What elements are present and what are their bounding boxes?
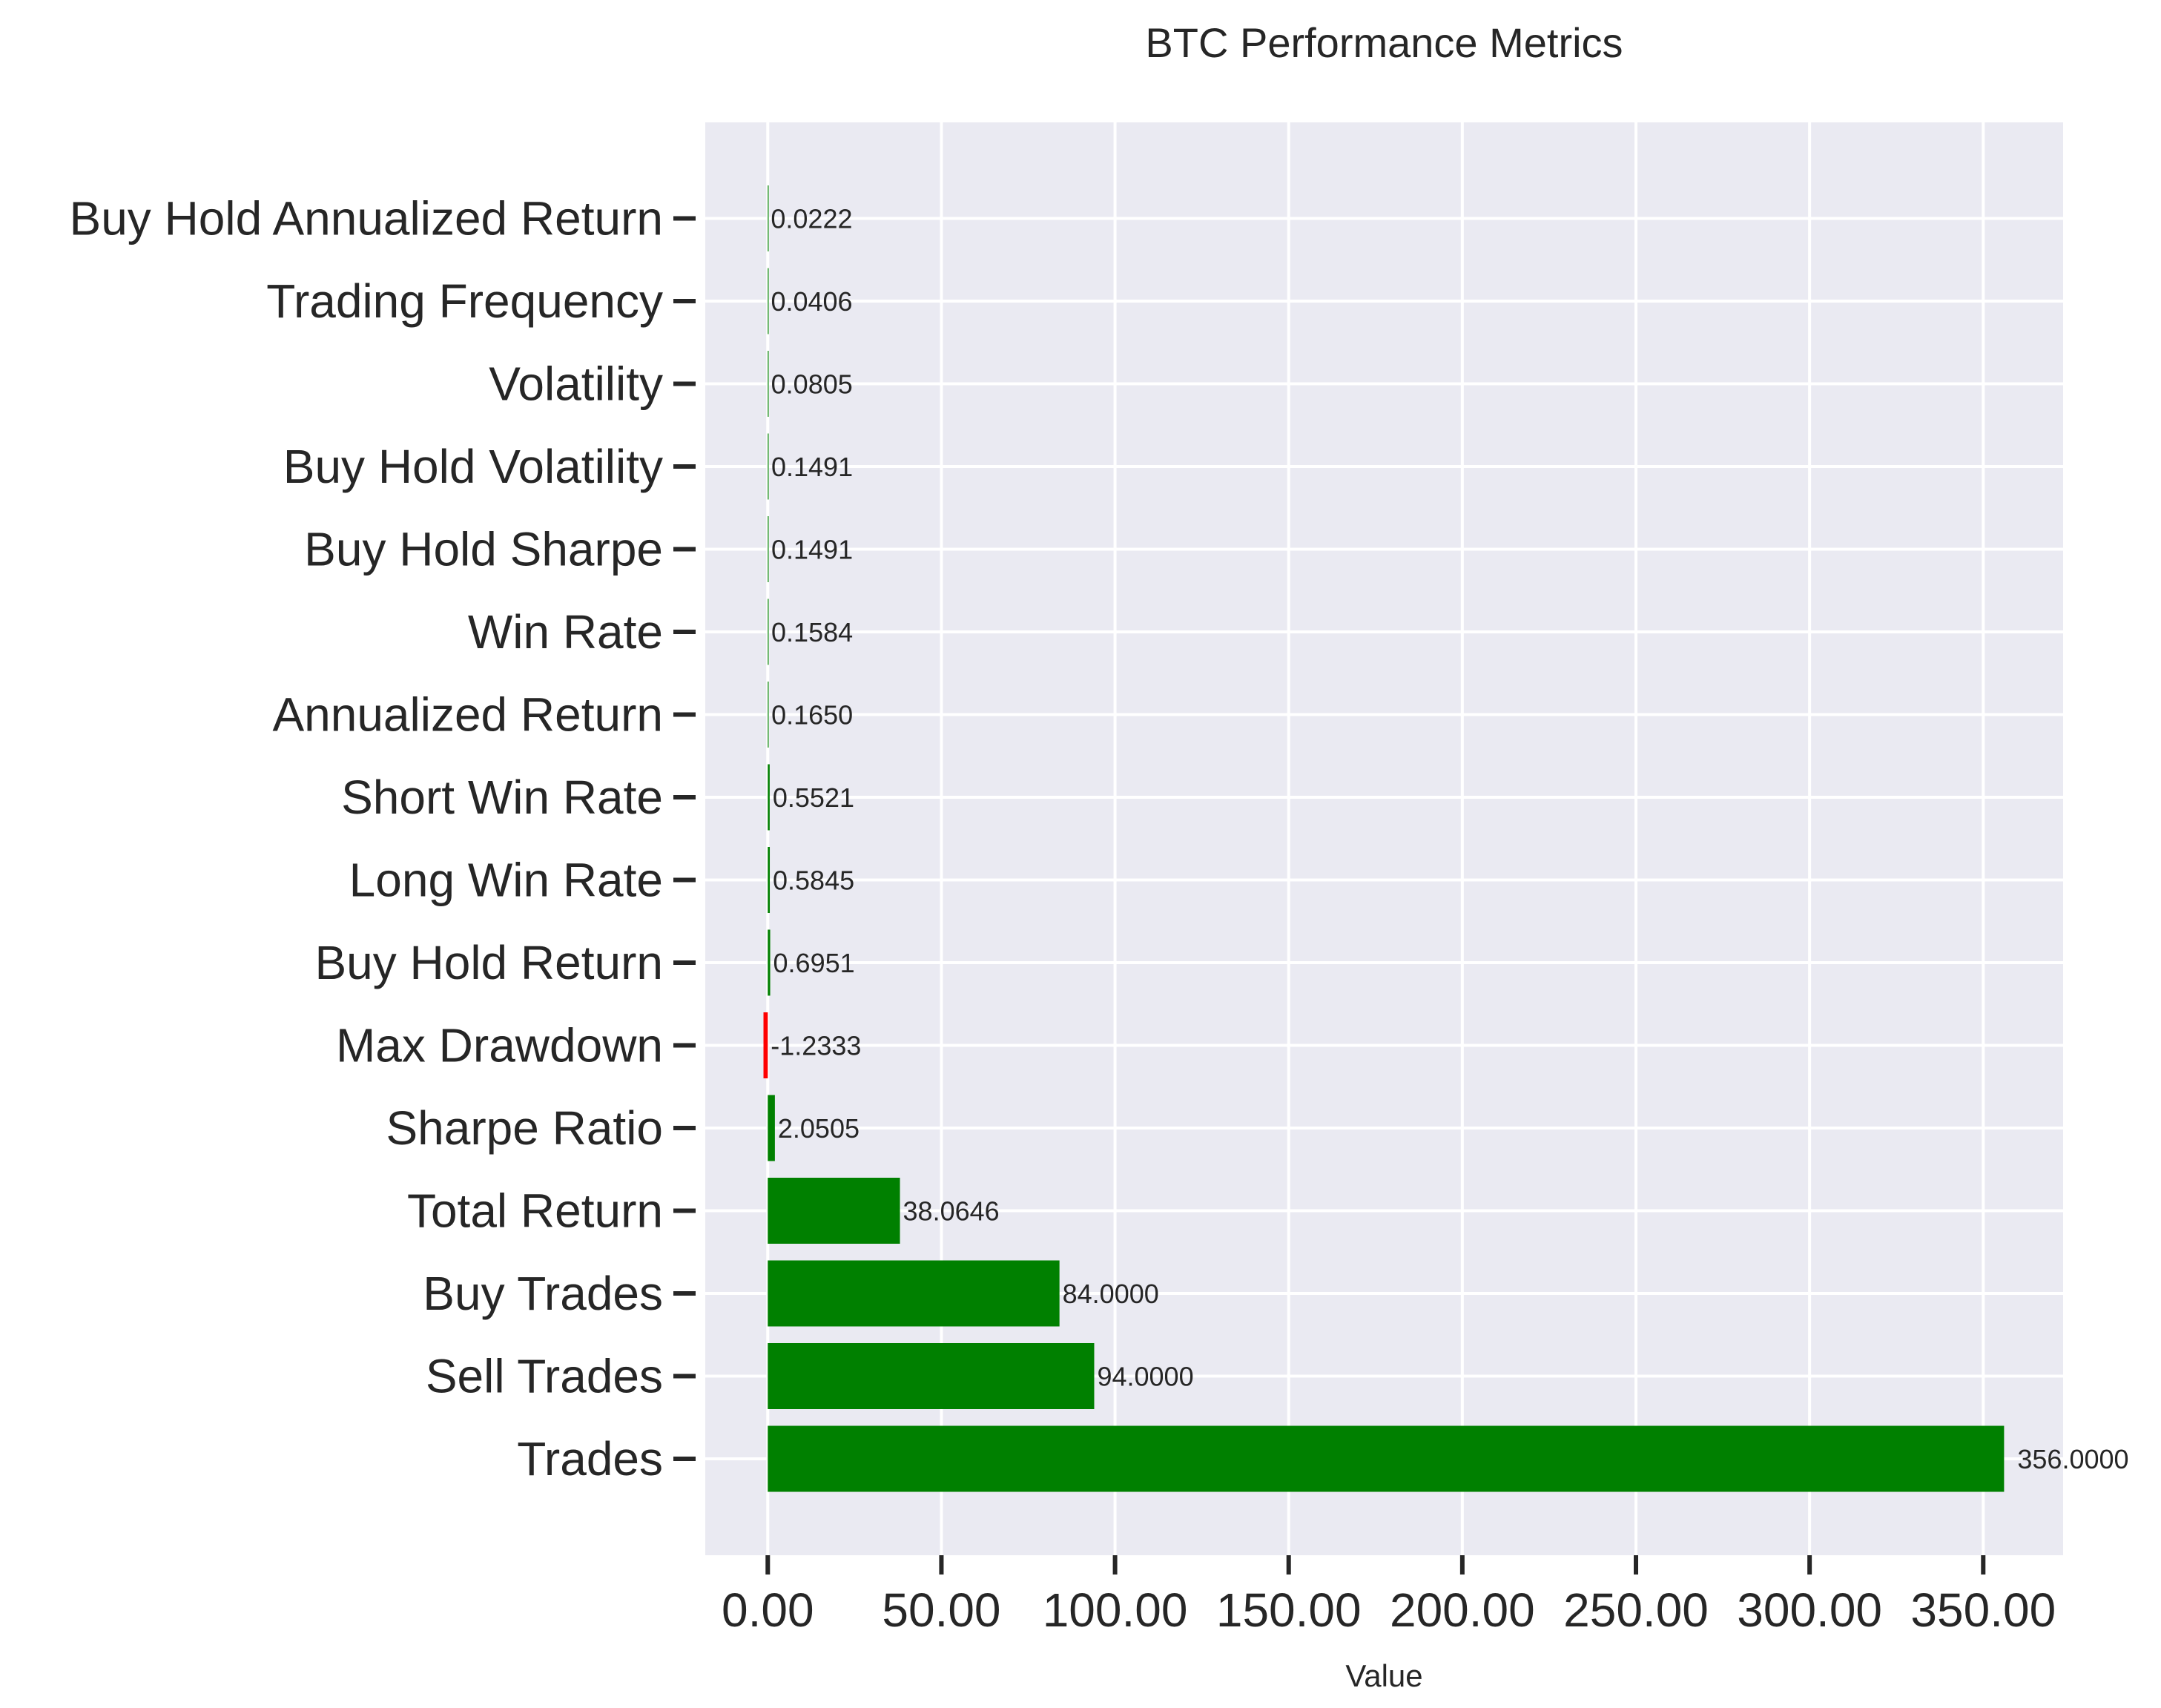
bar-sharpe-ratio (768, 1095, 775, 1161)
y-tick-label: Buy Trades (423, 1267, 663, 1320)
y-tick-label: Sell Trades (426, 1350, 663, 1403)
x-tick-label: 0.00 (722, 1583, 814, 1637)
y-tick-label: Buy Hold Sharpe (304, 523, 663, 576)
y-tick-label: Volatility (489, 357, 663, 411)
x-tick-label: 150.00 (1216, 1583, 1362, 1637)
bar-value-label: 356.0000 (2017, 1444, 2128, 1474)
bar-value-label: 0.0805 (771, 369, 853, 400)
y-tick-label: Sharpe Ratio (386, 1101, 663, 1155)
bars (763, 185, 2005, 1492)
bar-buy-hold-return (768, 929, 771, 996)
y-tick-label: Trading Frequency (266, 274, 663, 328)
x-tick-label: 300.00 (1737, 1583, 1882, 1637)
bar-value-label: -1.2333 (771, 1031, 861, 1061)
x-axis: 0.00 50.00 100.00 150.00 200.00 250.00 300.00 3… (722, 1555, 2056, 1637)
bar-total-return (768, 1178, 900, 1244)
bar-value-label: 0.1584 (771, 617, 853, 647)
bar-value-label: 38.0646 (903, 1196, 1000, 1227)
x-tick-label: 250.00 (1563, 1583, 1709, 1637)
bar-buy-trades (768, 1260, 1060, 1327)
bar-sell-trades (768, 1343, 1095, 1409)
bar-max-drawdown (763, 1012, 768, 1078)
bar-long-win-rate (768, 847, 771, 913)
chart-title: BTC Performance Metrics (1145, 19, 1623, 66)
x-tick-label: 50.00 (882, 1583, 1000, 1637)
y-tick-label: Max Drawdown (336, 1019, 663, 1072)
bar-value-label: 0.0222 (771, 204, 852, 234)
data-labels: 356.0000 94.0000 84.0000 38.0646 2.0505 -1.23… (771, 204, 2128, 1475)
y-tick-label: Buy Hold Return (314, 936, 663, 989)
bar-value-label: 94.0000 (1097, 1362, 1193, 1392)
bar-value-label: 0.1491 (771, 535, 853, 565)
y-tick-label: Annualized Return (272, 688, 663, 742)
bar-value-label: 0.5521 (773, 782, 854, 813)
y-tick-label: Win Rate (468, 605, 663, 659)
bar-value-label: 84.0000 (1063, 1279, 1159, 1309)
bar-value-label: 0.1650 (771, 700, 853, 731)
y-axis: Trades Sell Trades Buy Trades Total Return S… (70, 192, 696, 1486)
bar-value-label: 0.5845 (773, 865, 854, 896)
y-tick-label: Trades (517, 1432, 663, 1486)
bar-value-label: 0.0406 (771, 286, 852, 317)
x-tick-label: 200.00 (1390, 1583, 1535, 1637)
y-tick-label: Short Win Rate (341, 771, 663, 824)
y-tick-label: Buy Hold Volatility (283, 440, 663, 493)
bar-value-label: 0.1491 (771, 452, 853, 482)
y-tick-label: Long Win Rate (349, 854, 663, 907)
bar-value-label: 2.0505 (778, 1113, 860, 1144)
x-tick-label: 350.00 (1910, 1583, 2056, 1637)
y-tick-label: Buy Hold Annualized Return (70, 192, 664, 245)
x-tick-label: 100.00 (1043, 1583, 1188, 1637)
plot-area (705, 122, 2063, 1555)
bar-short-win-rate (768, 764, 770, 831)
bar-value-label: 0.6951 (773, 948, 855, 978)
bar-trades (768, 1425, 2005, 1492)
x-axis-label: Value (1345, 1658, 1422, 1693)
y-tick-label: Total Return (407, 1184, 663, 1238)
